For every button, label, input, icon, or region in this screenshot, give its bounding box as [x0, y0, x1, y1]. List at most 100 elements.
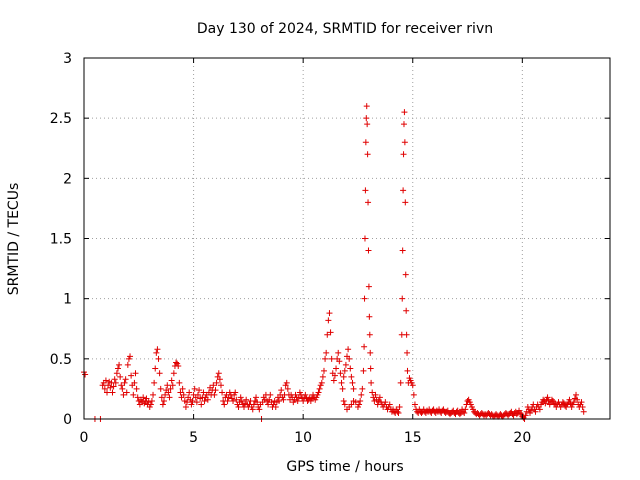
data-point	[157, 385, 164, 392]
data-point	[404, 349, 411, 356]
data-point	[233, 396, 240, 403]
data-point	[162, 391, 169, 398]
y-axis-label: SRMTID / TECUs	[6, 183, 22, 296]
data-point	[204, 396, 211, 403]
x-tick-label: 20	[513, 430, 531, 446]
data-point	[401, 109, 408, 116]
data-point	[210, 382, 217, 389]
data-point	[404, 367, 411, 374]
data-point	[196, 387, 203, 394]
data-point	[559, 399, 566, 406]
data-point	[170, 370, 177, 377]
data-point	[346, 355, 353, 362]
data-point	[319, 373, 326, 380]
data-point	[570, 399, 577, 406]
data-point	[179, 385, 186, 392]
data-point	[536, 406, 543, 413]
data-point	[402, 271, 409, 278]
data-point	[365, 283, 372, 290]
data-point	[102, 377, 109, 384]
data-point	[365, 199, 372, 206]
data-point	[156, 370, 163, 377]
data-point	[230, 397, 237, 404]
data-point	[154, 346, 161, 353]
data-point	[528, 407, 535, 414]
data-point	[215, 370, 222, 377]
data-point	[386, 401, 393, 408]
data-point	[327, 329, 334, 336]
data-point	[337, 370, 344, 377]
data-point	[265, 401, 272, 408]
data-point	[173, 359, 180, 366]
data-point	[341, 401, 348, 408]
data-point	[82, 371, 89, 378]
data-point	[166, 394, 173, 401]
data-point	[200, 389, 207, 396]
data-point	[345, 346, 352, 353]
data-point	[133, 385, 140, 392]
data-point	[376, 394, 383, 401]
data-point	[401, 139, 408, 146]
data-point	[143, 395, 150, 402]
data-point	[323, 349, 330, 356]
data-point	[411, 401, 418, 408]
data-point	[184, 399, 191, 406]
data-point	[153, 349, 160, 356]
data-point	[350, 385, 357, 392]
data-point	[348, 401, 355, 408]
data-point	[160, 397, 167, 404]
data-point	[243, 396, 250, 403]
data-point	[101, 385, 108, 392]
data-point	[336, 358, 343, 365]
data-point	[322, 355, 329, 362]
data-point	[131, 379, 138, 386]
data-point	[580, 408, 587, 415]
data-point	[542, 400, 549, 407]
data-point	[117, 373, 124, 380]
data-point	[177, 389, 184, 396]
data-point	[134, 394, 141, 401]
x-tick-label: 10	[294, 430, 312, 446]
data-point	[364, 121, 371, 128]
data-point	[283, 379, 290, 386]
data-point	[320, 367, 327, 374]
data-point	[399, 247, 406, 254]
data-point	[278, 387, 285, 394]
data-point	[113, 370, 120, 377]
data-point	[267, 391, 274, 398]
data-point	[462, 406, 469, 413]
data-point	[359, 385, 366, 392]
data-point	[253, 394, 260, 401]
data-point	[254, 399, 261, 406]
data-point	[318, 379, 325, 386]
data-point	[347, 365, 354, 372]
data-point	[237, 394, 244, 401]
data-point	[212, 387, 219, 394]
y-tick-label: 3	[63, 51, 72, 67]
data-point	[574, 396, 581, 403]
data-point	[198, 401, 205, 408]
data-point	[522, 412, 529, 419]
data-point	[331, 372, 338, 379]
data-point	[217, 382, 224, 389]
data-point	[551, 400, 558, 407]
axis-ticks: 0 5 10 15 20 0 0.5 1 1.5 2 2.5 3	[50, 51, 610, 446]
data-point	[193, 399, 200, 406]
data-point	[461, 409, 468, 416]
data-point	[249, 406, 256, 413]
data-point	[123, 389, 130, 396]
data-point	[219, 389, 226, 396]
data-point	[116, 361, 123, 368]
data-point	[256, 406, 263, 413]
data-point	[159, 401, 166, 408]
data-point	[164, 382, 171, 389]
data-point	[365, 247, 372, 254]
data-point	[147, 401, 154, 408]
data-point	[410, 391, 417, 398]
data-point	[544, 394, 551, 401]
data-point	[194, 391, 201, 398]
data-point	[201, 397, 208, 404]
data-point	[315, 389, 322, 396]
grid-lines	[84, 58, 610, 419]
data-point	[397, 379, 404, 386]
